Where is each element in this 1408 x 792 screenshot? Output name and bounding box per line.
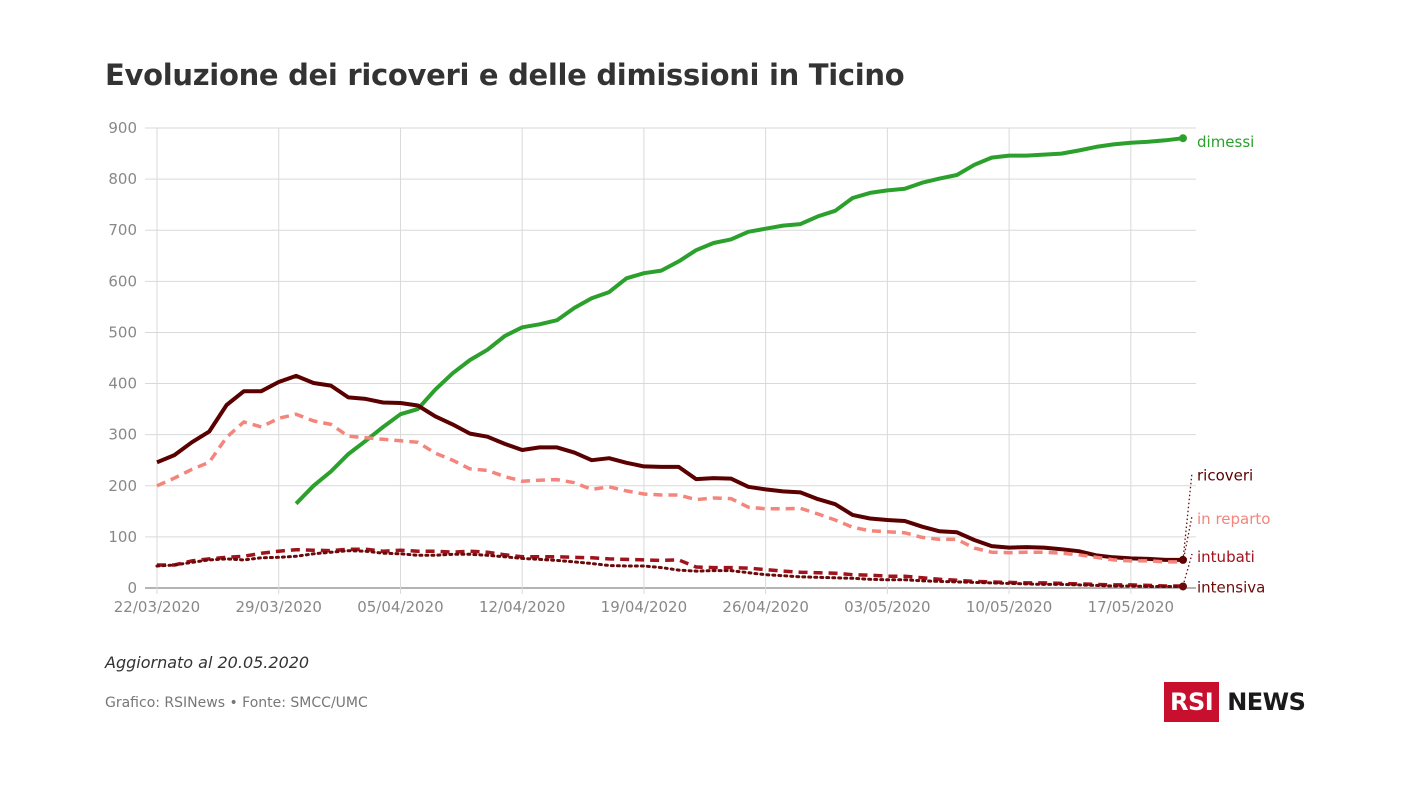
x-axis: 22/03/2020 29/03/2020 05/04/2020 12/04/2020… xyxy=(114,598,1174,616)
end-marker xyxy=(1179,582,1187,591)
series-line-in-reparto xyxy=(156,412,1183,564)
series-label-ricoveri: ricoveri xyxy=(1197,467,1253,485)
series-line-intubati xyxy=(157,547,1183,588)
y-tick-label: 700 xyxy=(108,221,137,239)
y-tick-label: 800 xyxy=(108,170,137,188)
grid-layer xyxy=(145,127,1196,594)
x-tick-label: 03/05/2020 xyxy=(844,598,930,616)
y-tick-label: 200 xyxy=(108,477,137,495)
series-label-intubati: intubati xyxy=(1197,548,1255,566)
x-tick-label: 29/03/2020 xyxy=(235,598,321,616)
series-line-intensiva xyxy=(155,549,1185,588)
y-tick-label: 900 xyxy=(108,119,137,137)
update-note: Aggiornato al 20.05.2020 xyxy=(105,653,310,672)
y-axis: 0 100 200 300 400 500 600 700 800 900 xyxy=(108,119,137,597)
x-tick-label: 17/05/2020 xyxy=(1088,598,1174,616)
label-leader xyxy=(1182,553,1193,587)
y-tick-label: 300 xyxy=(108,426,137,444)
source-credit: Grafico: RSINews • Fonte: SMCC/UMC xyxy=(105,695,368,711)
y-tick-label: 100 xyxy=(108,528,137,546)
label-leader xyxy=(1182,472,1193,560)
x-tick-label: 12/04/2020 xyxy=(479,598,565,616)
x-tick-label: 05/04/2020 xyxy=(357,598,443,616)
y-tick-label: 400 xyxy=(108,375,137,393)
y-tick-label: 600 xyxy=(108,272,137,290)
end-marker xyxy=(1179,134,1187,143)
x-tick-label: 22/03/2020 xyxy=(114,598,200,616)
series-layer xyxy=(155,134,1187,591)
series-label-dimessi: dimessi xyxy=(1197,133,1254,151)
x-tick-label: 10/05/2020 xyxy=(966,598,1052,616)
label-leader xyxy=(1182,515,1193,563)
x-tick-label: 19/04/2020 xyxy=(601,598,687,616)
series-labels: dimessi ricoveri in reparto intubati intensi… xyxy=(1182,133,1270,597)
logo-rsi: RSI xyxy=(1164,682,1220,722)
y-tick-label: 500 xyxy=(108,323,137,341)
x-tick-label: 26/04/2020 xyxy=(722,598,808,616)
series-label-in-reparto: in reparto xyxy=(1197,510,1270,528)
logo-news: NEWS xyxy=(1227,688,1306,716)
series-label-intensiva: intensiva xyxy=(1197,579,1265,597)
rsi-news-logo: RSI NEWS xyxy=(1164,682,1306,722)
y-tick-label: 0 xyxy=(127,579,137,597)
series-line-ricoveri xyxy=(156,373,1183,562)
chart-title: Evoluzione dei ricoveri e delle dimissio… xyxy=(105,58,905,92)
series-line-dimessi xyxy=(294,136,1184,506)
